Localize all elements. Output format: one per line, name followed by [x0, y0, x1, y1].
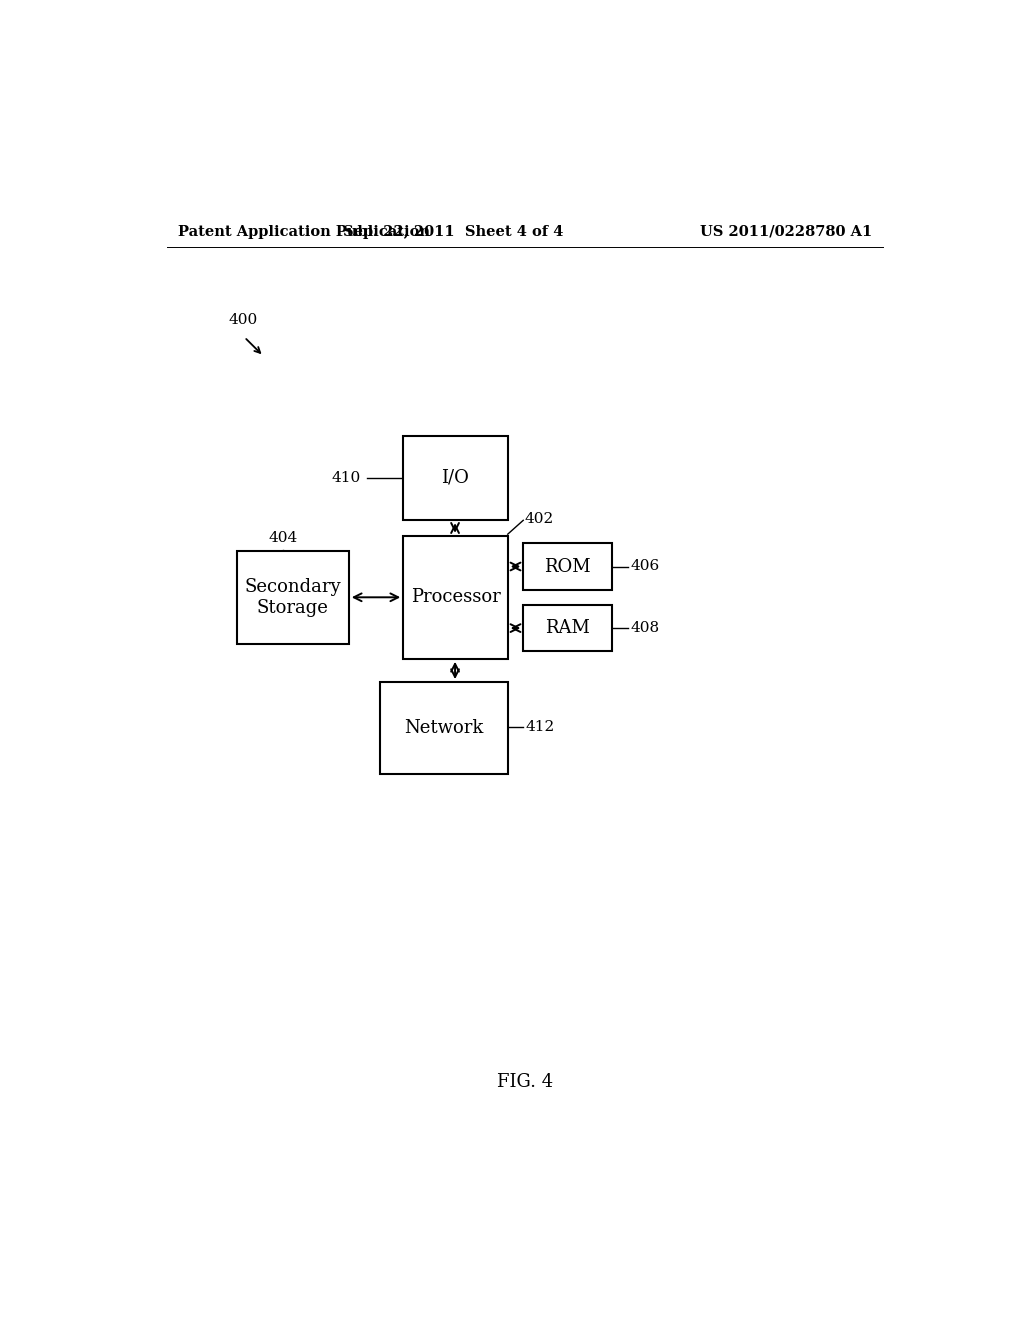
Text: 404: 404 [268, 531, 298, 545]
Text: 410: 410 [331, 471, 360, 484]
Text: Network: Network [404, 719, 483, 737]
Text: I/O: I/O [441, 469, 469, 487]
Text: RAM: RAM [546, 619, 590, 638]
Text: Processor: Processor [411, 589, 501, 606]
Text: ROM: ROM [545, 557, 591, 576]
Text: FIG. 4: FIG. 4 [497, 1073, 553, 1092]
Bar [237, 552, 349, 644]
Text: Sep. 22, 2011  Sheet 4 of 4: Sep. 22, 2011 Sheet 4 of 4 [343, 224, 563, 239]
Bar [403, 436, 508, 520]
Text: Patent Application Publication: Patent Application Publication [178, 224, 430, 239]
Text: 412: 412 [525, 719, 555, 734]
Text: 400: 400 [228, 313, 258, 327]
Text: 406: 406 [630, 560, 659, 573]
Text: 402: 402 [524, 512, 554, 525]
Text: 408: 408 [630, 622, 659, 635]
Text: US 2011/0228780 A1: US 2011/0228780 A1 [699, 224, 872, 239]
Bar [523, 605, 612, 651]
Bar [403, 536, 508, 659]
Bar [523, 544, 612, 590]
Bar [380, 682, 508, 775]
Text: Secondary
Storage: Secondary Storage [245, 578, 341, 616]
